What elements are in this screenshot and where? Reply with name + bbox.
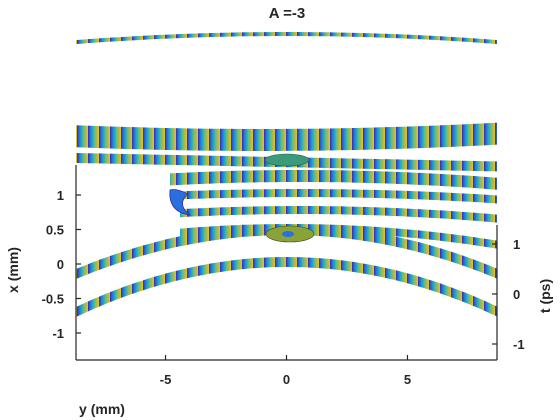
x-axis-tick-label: -0.5 xyxy=(42,292,64,307)
surface-band-upper-3 xyxy=(170,170,497,190)
y-axis-tick-label: 0 xyxy=(283,372,290,387)
surface-band-low-1 xyxy=(76,225,497,279)
y-axis-tick-label: 5 xyxy=(404,372,411,387)
t-axis-tick-label: -1 xyxy=(513,337,525,352)
chart-title: A =-3 xyxy=(269,5,306,22)
x-axis-label: x (mm) xyxy=(5,247,21,293)
surface-band-low-2 xyxy=(76,257,497,317)
y-axis-tick-label: -5 xyxy=(160,372,172,387)
x-axis-tick-label: 0.5 xyxy=(46,223,64,238)
surface-band-upper-1 xyxy=(76,122,497,151)
surface-band-mid-1 xyxy=(170,189,497,204)
t-axis-tick-label: 0 xyxy=(513,287,520,302)
x-axis-tick-label: 1 xyxy=(57,188,64,203)
axes-layer: 10.50-0.5-1-5 0 510-1 xyxy=(42,165,525,387)
surface-peak-core xyxy=(282,231,294,237)
x-axis-tick-label: 0 xyxy=(57,257,64,272)
surface-swirl xyxy=(169,189,192,216)
x-axis-tick-label: -1 xyxy=(52,326,64,341)
surface-peak-upper xyxy=(264,153,310,167)
surface-layer xyxy=(76,32,497,317)
y-axis-label: y (mm) xyxy=(79,401,125,417)
t-axis-tick-label: 1 xyxy=(513,237,520,252)
surface-band-top xyxy=(76,32,497,45)
surface-band-mid-2 xyxy=(180,206,497,223)
t-axis-label: t (ps) xyxy=(537,279,553,313)
